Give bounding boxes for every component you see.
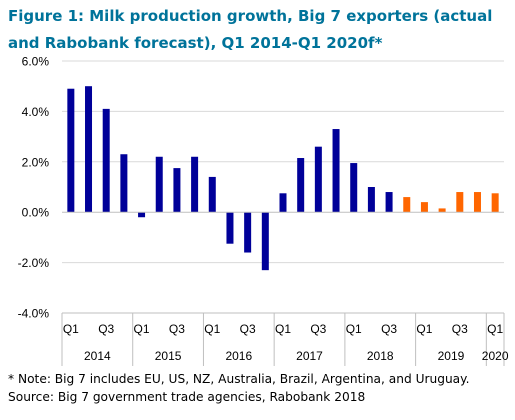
bar-chart: -4.0%-2.0%0.0%2.0%4.0%6.0% Q1 Q3 Q1 Q3 Q1 Q3 Q… bbox=[18, 55, 509, 366]
gridlines bbox=[62, 60, 504, 314]
year-tick-label: 2020 bbox=[482, 349, 509, 363]
chart-title: Figure 1: Milk production growth, Big 7 … bbox=[8, 7, 493, 52]
bar-actual bbox=[261, 212, 269, 271]
year-tick-label: 2017 bbox=[296, 349, 323, 363]
quarter-tick-label: Q1 bbox=[346, 322, 362, 336]
bars bbox=[67, 86, 499, 271]
quarter-tick-label: Q1 bbox=[63, 322, 79, 336]
bar-forecast bbox=[420, 202, 428, 213]
y-tick-label: 0.0% bbox=[22, 206, 50, 220]
quarter-tick-label: Q1 bbox=[275, 322, 291, 336]
quarter-tick-label: Q1 bbox=[204, 322, 220, 336]
bar-actual bbox=[85, 86, 93, 213]
bar-actual bbox=[191, 156, 199, 213]
bar-actual bbox=[314, 146, 322, 213]
year-tick-label: 2014 bbox=[84, 349, 111, 363]
bar-actual bbox=[102, 108, 110, 213]
bar-actual bbox=[367, 187, 375, 213]
source-note: Source: Big 7 government trade agencies,… bbox=[8, 390, 366, 404]
y-axis-tick-labels: -4.0% -2.0% 0.0% 2.0% 4.0% 6.0% bbox=[18, 55, 50, 321]
y-tick-label: -2.0% bbox=[18, 256, 50, 270]
bar-forecast bbox=[456, 192, 464, 213]
quarter-tick-label: Q1 bbox=[134, 322, 150, 336]
quarter-tick-label: Q1 bbox=[487, 322, 503, 336]
bar-forecast bbox=[403, 197, 411, 213]
y-tick-label: 4.0% bbox=[22, 105, 50, 119]
year-tick-label: 2018 bbox=[367, 349, 394, 363]
bar-actual bbox=[226, 212, 234, 244]
y-tick-label: -4.0% bbox=[18, 307, 50, 321]
year-tick-label: 2019 bbox=[438, 349, 465, 363]
bar-actual bbox=[208, 176, 216, 213]
bar-actual bbox=[120, 154, 128, 213]
quarter-tick-label: Q3 bbox=[310, 322, 326, 336]
quarter-tick-label: Q3 bbox=[169, 322, 185, 336]
bar-forecast bbox=[438, 208, 446, 213]
quarter-tick-label: Q3 bbox=[98, 322, 114, 336]
bar-actual bbox=[244, 212, 252, 253]
quarter-tick-label: Q3 bbox=[240, 322, 256, 336]
bar-actual bbox=[173, 168, 181, 213]
bar-actual bbox=[138, 212, 146, 218]
x-axis: Q1 Q3 Q1 Q3 Q1 Q3 Q1 Q3 Q1 Q3 Q1 Q3 Q1 2014 2015 2016 20… bbox=[61, 312, 509, 366]
footnote: * Note: Big 7 includes EU, US, NZ, Austr… bbox=[8, 372, 470, 386]
bar-actual bbox=[155, 156, 163, 213]
bar-actual bbox=[332, 129, 340, 213]
quarter-tick-label: Q3 bbox=[381, 322, 397, 336]
bar-actual bbox=[279, 193, 287, 213]
year-tick-label: 2015 bbox=[155, 349, 182, 363]
y-tick-label: 2.0% bbox=[22, 155, 50, 169]
bar-actual bbox=[385, 192, 393, 213]
bar-actual bbox=[297, 158, 305, 213]
y-tick-label: 6.0% bbox=[22, 55, 50, 69]
quarter-tick-label: Q3 bbox=[452, 322, 468, 336]
bar-actual bbox=[350, 163, 358, 213]
bar-actual bbox=[67, 88, 75, 213]
bar-forecast bbox=[491, 193, 499, 213]
bar-forecast bbox=[473, 192, 481, 213]
year-tick-label: 2016 bbox=[225, 349, 252, 363]
quarter-tick-label: Q1 bbox=[416, 322, 432, 336]
